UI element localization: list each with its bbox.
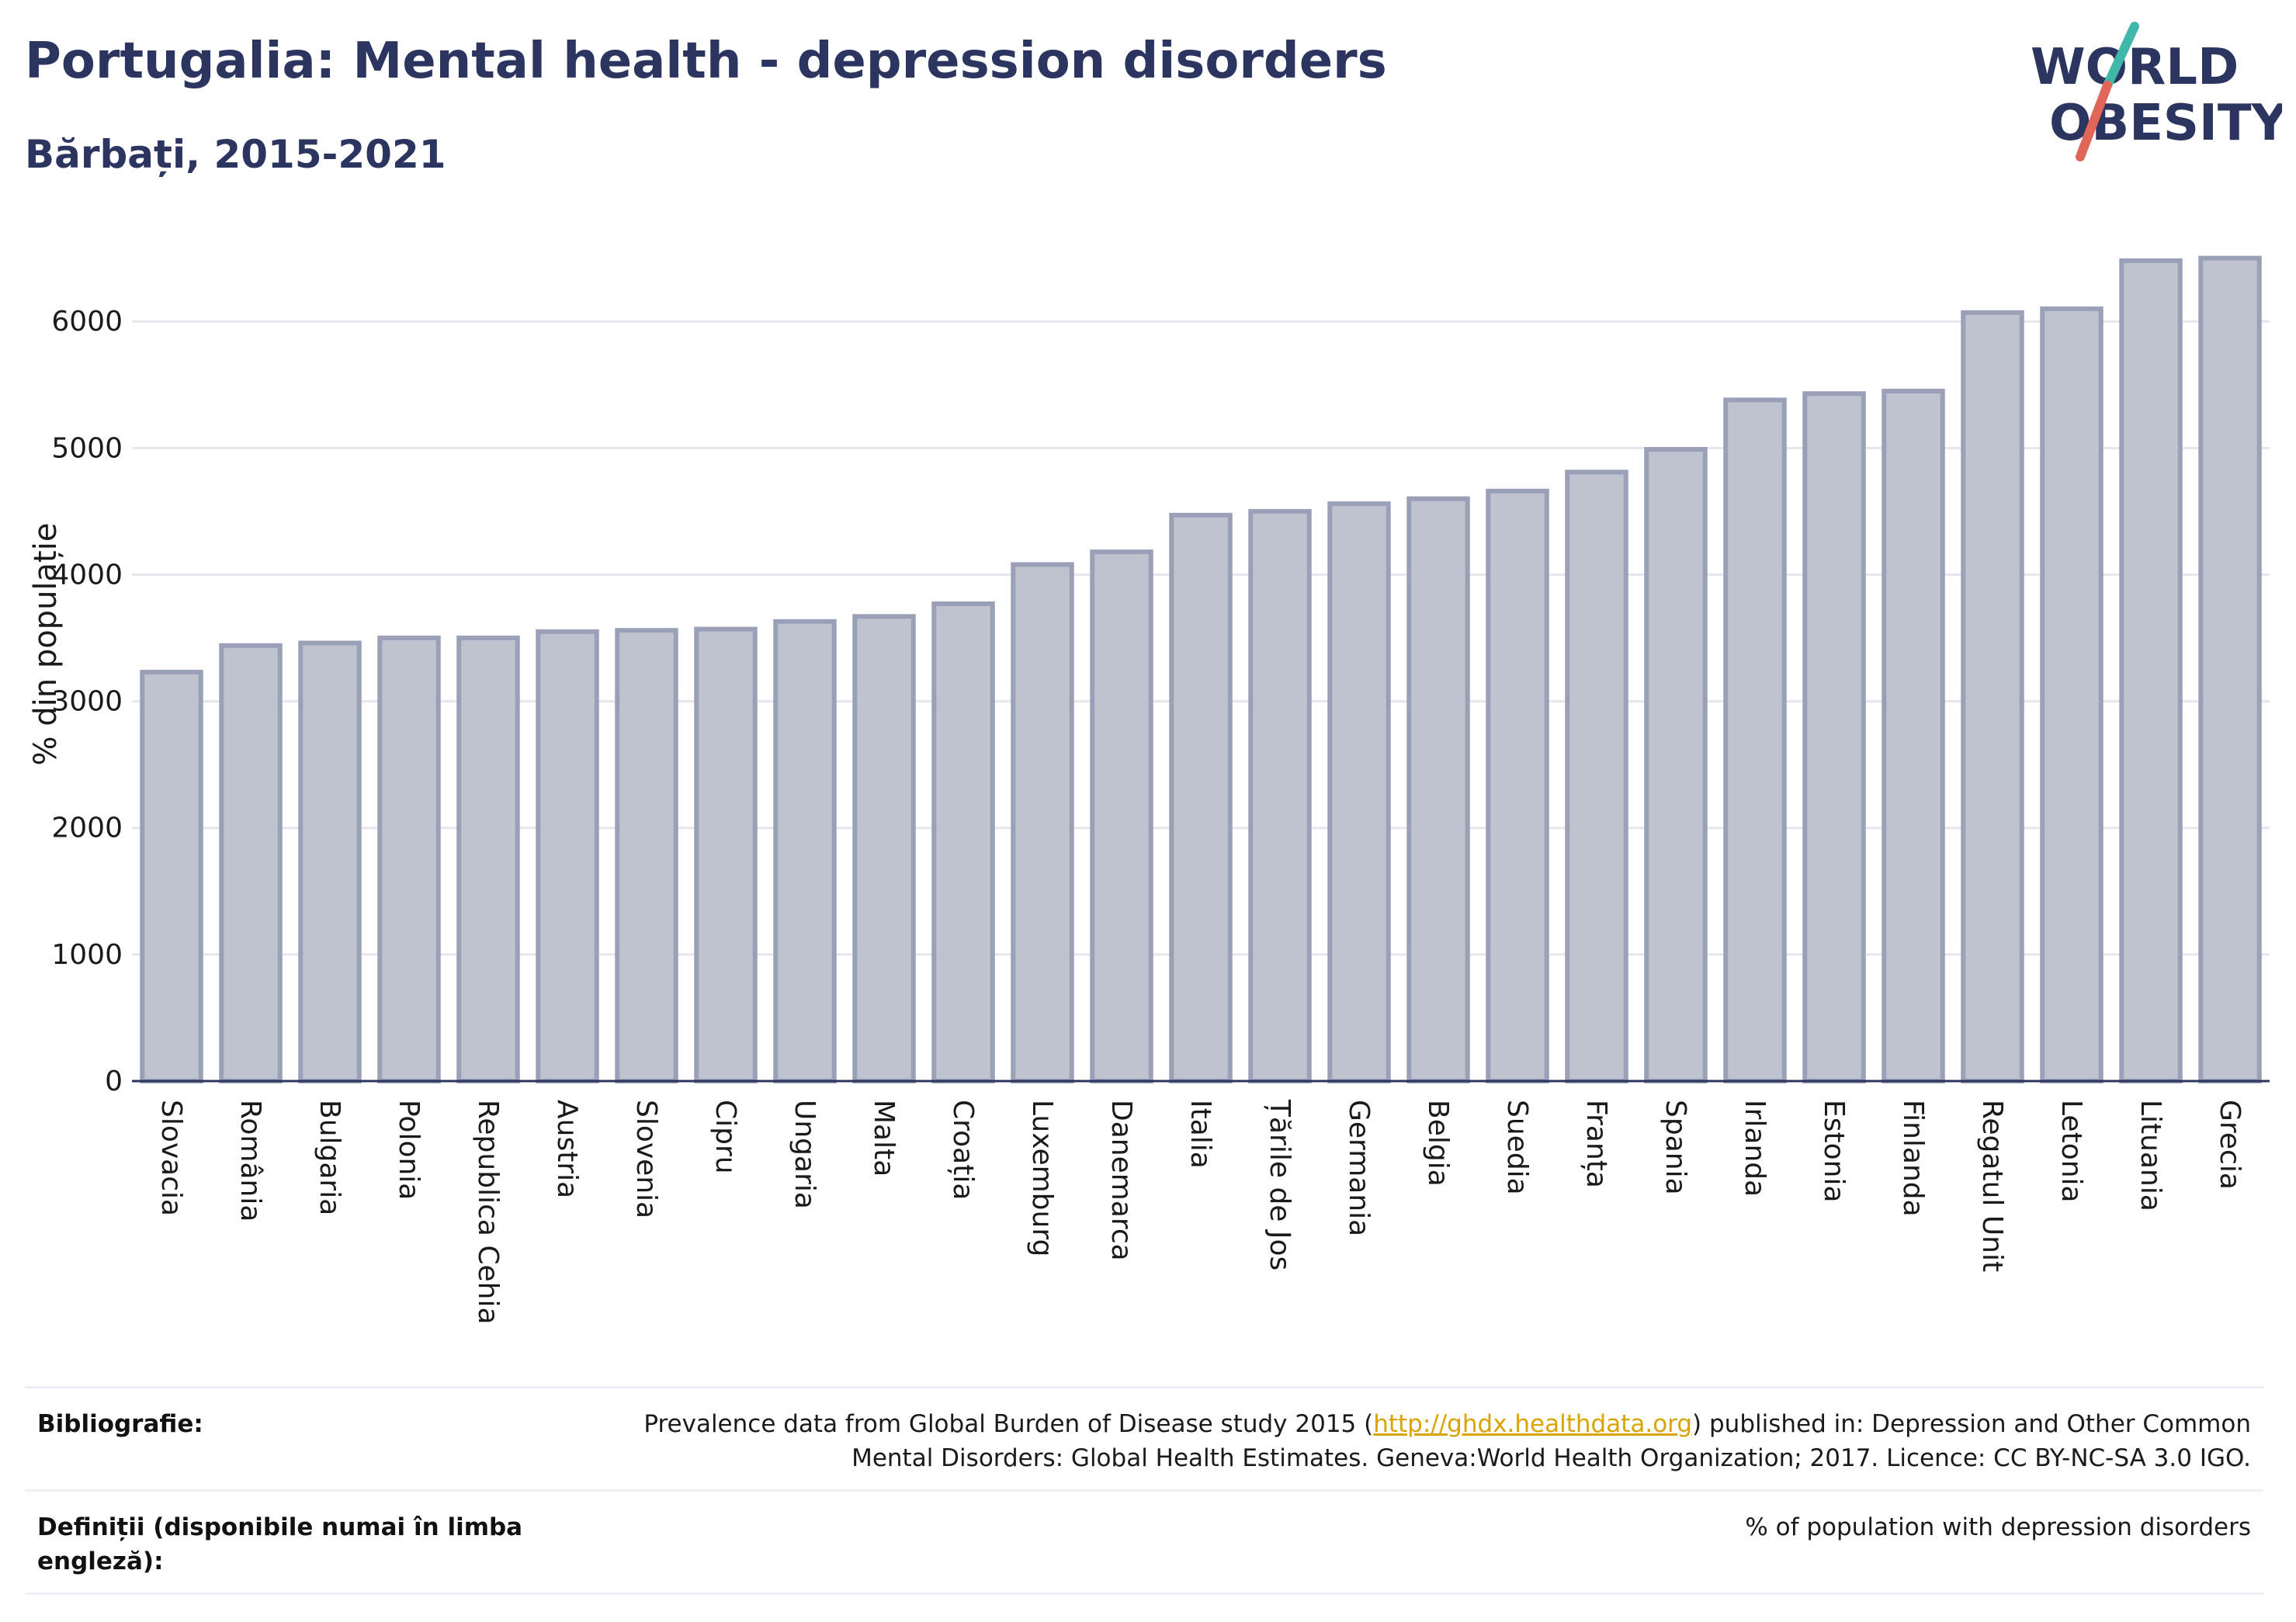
x-tick-label: Estonia — [1818, 1100, 1850, 1203]
bar[interactable] — [377, 636, 441, 1083]
bar[interactable] — [1169, 512, 1233, 1083]
bibliography-text-pre: Prevalence data from Global Burden of Di… — [643, 1410, 1374, 1438]
x-tick-label: Lituania — [2135, 1100, 2166, 1211]
x-tick-label: Regatul Unit — [1976, 1100, 2008, 1272]
bar[interactable] — [1723, 397, 1787, 1083]
bibliography-row: Bibliografie: Prevalence data from Globa… — [25, 1386, 2263, 1489]
world-obesity-logo: WORLD OBESITY — [2031, 22, 2282, 161]
bar-chart: 0 1000 2000 3000 4000 5000 6000 Slovacia România… — [28, 255, 2270, 1325]
x-tick-label: România — [234, 1100, 266, 1222]
x-tick-label: Croația — [947, 1100, 979, 1200]
bar[interactable] — [1327, 501, 1391, 1083]
x-tick-label: Suedia — [1501, 1100, 1533, 1195]
definitions-text: % of population with depression disorder… — [1745, 1513, 2251, 1541]
x-tick-label: Slovenia — [630, 1100, 662, 1218]
bar[interactable] — [1090, 549, 1153, 1083]
y-tick-label: 4000 — [51, 559, 123, 591]
bar[interactable] — [2119, 258, 2183, 1084]
page-subtitle: Bărbați, 2015-2021 — [25, 132, 446, 177]
y-tick-label: 1000 — [51, 939, 123, 971]
x-tick-label: Irlanda — [1739, 1100, 1771, 1197]
x-tick-label: Polonia — [393, 1100, 425, 1200]
x-tick-label: Republica Cehia — [472, 1100, 504, 1325]
bibliography-text-post: ) published in: Depression and Other Com… — [1692, 1410, 2251, 1438]
y-tick-label: 5000 — [51, 432, 123, 464]
x-tick-label: Ungaria — [789, 1100, 820, 1209]
x-tick-label: Germania — [1343, 1100, 1375, 1236]
bar[interactable] — [931, 601, 995, 1083]
x-tick-label: Finlanda — [1897, 1100, 1929, 1217]
bar[interactable] — [1565, 470, 1628, 1083]
x-tick-label: Letonia — [2055, 1100, 2087, 1203]
x-tick-label: Franța — [1580, 1100, 1612, 1188]
bibliography-label: Bibliografie: — [37, 1410, 203, 1438]
bar[interactable] — [694, 626, 758, 1083]
bibliography-link[interactable]: http://ghdx.healthdata.org — [1373, 1410, 1693, 1438]
x-tick-label: Cipru — [709, 1100, 741, 1174]
bar[interactable] — [456, 636, 520, 1083]
footer-table: Bibliografie: Prevalence data from Globa… — [25, 1386, 2263, 1595]
bar[interactable] — [298, 640, 362, 1083]
bar[interactable] — [1011, 562, 1074, 1083]
bibliography-text-line2: Mental Disorders: Global Health Estimate… — [851, 1444, 2251, 1472]
y-tick-label: 6000 — [51, 306, 123, 338]
x-tick-label: Bulgaria — [314, 1100, 345, 1215]
bar[interactable] — [2040, 306, 2104, 1083]
bar[interactable] — [1486, 488, 1549, 1083]
y-axis-label: % din populație — [28, 523, 64, 766]
definitions-row: Definiții (disponibile numai în limba en… — [25, 1489, 2263, 1595]
x-tick-label: Italia — [1184, 1100, 1216, 1169]
logo-slash-bottom — [2076, 81, 2112, 161]
bar[interactable] — [1248, 508, 1312, 1083]
bar[interactable] — [1644, 446, 1708, 1083]
bar[interactable] — [2198, 255, 2262, 1084]
bar[interactable] — [219, 643, 283, 1083]
definitions-label: Definiții (disponibile numai în limba en… — [37, 1513, 523, 1575]
y-tick-label: 3000 — [51, 686, 123, 718]
bar[interactable] — [615, 628, 678, 1083]
y-tick-label: 0 — [105, 1066, 123, 1097]
x-tick-label: Belgia — [1422, 1100, 1454, 1187]
x-tick-label: Slovacia — [155, 1100, 187, 1216]
x-tick-label: Spania — [1660, 1100, 1691, 1195]
bar[interactable] — [536, 629, 599, 1083]
bar[interactable] — [140, 670, 203, 1083]
logo-line1: WORLD — [2031, 39, 2239, 96]
page-title: Portugalia: Mental health - depression d… — [25, 33, 1387, 90]
bar[interactable] — [852, 614, 916, 1083]
x-tick-label: Danemarca — [1105, 1100, 1137, 1261]
x-tick-label: Malta — [868, 1100, 900, 1177]
bar[interactable] — [773, 619, 837, 1083]
logo-slash-top — [2103, 22, 2139, 90]
chart-area: 0 1000 2000 3000 4000 5000 6000 Slovacia România… — [28, 255, 2270, 1325]
x-tick-label: Luxemburg — [1026, 1100, 1058, 1256]
bar[interactable] — [1802, 391, 1866, 1083]
bar[interactable] — [1961, 310, 2024, 1084]
x-tick-label: Grecia — [2214, 1100, 2246, 1190]
y-tick-label: 2000 — [51, 813, 123, 844]
bibliography-text: Prevalence data from Global Burden of Di… — [542, 1407, 2251, 1475]
x-tick-label: Austria — [551, 1100, 583, 1198]
x-tick-label: Țările de Jos — [1264, 1099, 1295, 1270]
bar[interactable] — [1406, 496, 1470, 1083]
bar[interactable] — [1882, 388, 1945, 1083]
